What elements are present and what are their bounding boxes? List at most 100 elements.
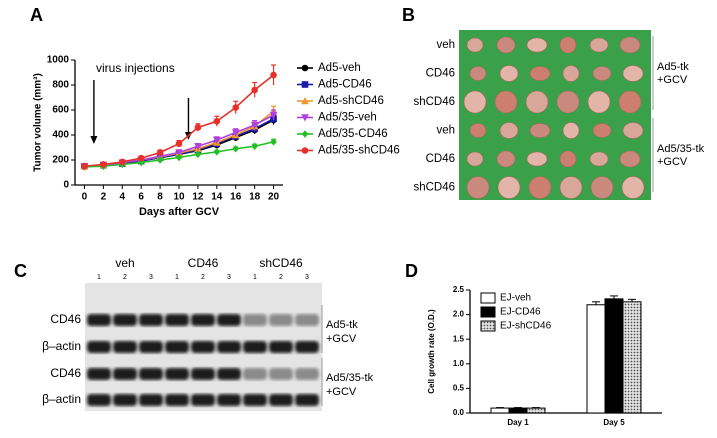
band: [113, 341, 137, 353]
row-label: β–actin: [42, 392, 81, 406]
legend-swatch: [480, 292, 496, 304]
marker: [175, 140, 183, 148]
marker: [301, 130, 309, 138]
tumor: [619, 36, 641, 54]
arrow-head: [90, 136, 98, 144]
lane-label: 1: [175, 274, 179, 281]
tumor: [499, 122, 519, 139]
marker: [194, 150, 202, 159]
y-tick-label: 800: [52, 80, 69, 91]
bar: [622, 301, 642, 414]
band: [139, 368, 163, 380]
marker: [118, 158, 126, 166]
row-label: β–actin: [42, 339, 81, 353]
condition-label: CD46: [188, 256, 219, 270]
row-label: shCD46: [413, 96, 455, 108]
y-tick-label: 0.5: [453, 384, 465, 393]
tumor: [559, 36, 577, 54]
band: [243, 394, 267, 406]
marker: [100, 161, 107, 168]
lane-label: 3: [149, 274, 153, 281]
band: [87, 368, 111, 380]
legend-label: EJ-shCD46: [500, 321, 552, 332]
marker: [250, 121, 259, 129]
marker: [194, 124, 202, 131]
band: [165, 341, 189, 353]
row-label: CD46: [50, 312, 81, 326]
group-label: Ad5-tk: [326, 319, 358, 331]
legend-label: EJ-veh: [500, 293, 531, 304]
legend-label: Ad5/35-CD46: [318, 128, 388, 140]
x-tick-label: 20: [268, 192, 280, 203]
y-tick-label: 1.0: [453, 359, 465, 368]
marker: [213, 136, 221, 144]
tumor: [463, 90, 487, 114]
group-label: +GCV: [657, 156, 688, 168]
band: [269, 314, 293, 326]
band: [191, 394, 215, 406]
tumor-photo: [459, 30, 651, 200]
y-tick-label: 1.5: [453, 334, 465, 343]
legend-label: Ad5/35-veh: [318, 112, 377, 124]
band: [113, 368, 137, 380]
tumor: [562, 65, 580, 82]
band: [217, 394, 241, 406]
row-label: CD46: [50, 366, 81, 380]
x-tick-label: Day 1: [507, 418, 529, 427]
group-label: Ad5-tk: [657, 61, 689, 73]
tumor: [592, 66, 612, 81]
tumor: [494, 90, 518, 114]
marker: [269, 111, 278, 119]
bar: [508, 407, 528, 414]
marker: [156, 156, 164, 164]
marker: [175, 149, 183, 157]
condition-label: shCD46: [259, 256, 303, 270]
marker: [251, 86, 258, 94]
panel-letter: D: [405, 261, 418, 281]
y-tick-label: 0.0: [453, 408, 465, 417]
band: [295, 368, 319, 380]
band: [191, 341, 215, 353]
tumor: [496, 150, 516, 168]
marker: [81, 162, 88, 170]
marker: [156, 149, 164, 156]
marker: [251, 142, 258, 151]
band: [295, 394, 319, 406]
marker: [232, 144, 240, 153]
tumor: [589, 37, 609, 53]
x-tick-label: 14: [211, 192, 223, 203]
bar: [604, 298, 624, 414]
band: [87, 394, 111, 406]
x-tick-label: 0: [82, 192, 88, 203]
lane-label: 2: [279, 274, 283, 281]
group-label: Ad5/35-tk: [657, 143, 705, 155]
tumor: [590, 176, 614, 199]
tumor: [497, 176, 521, 199]
tumor: [618, 90, 642, 114]
band: [269, 394, 293, 406]
marker: [301, 81, 309, 88]
band: [87, 341, 111, 353]
y-axis-label: Tumor volume (mm³): [33, 73, 44, 172]
tumor: [529, 66, 551, 81]
row-label: veh: [436, 125, 455, 137]
tumor: [622, 65, 644, 82]
row-label: CD46: [426, 68, 455, 80]
marker: [213, 117, 221, 125]
row-label: shCD46: [413, 182, 455, 194]
lane-label: 2: [201, 274, 205, 281]
band: [165, 394, 189, 406]
bar: [490, 407, 510, 414]
x-tick-label: 12: [192, 192, 204, 203]
band: [269, 341, 293, 353]
band: [295, 314, 319, 326]
tumor: [589, 151, 609, 167]
band: [217, 341, 241, 353]
tumor: [559, 176, 583, 199]
marker: [194, 142, 202, 151]
marker: [301, 147, 309, 154]
band: [139, 341, 163, 353]
group-label: +GCV: [657, 74, 688, 86]
tumor: [619, 150, 641, 168]
